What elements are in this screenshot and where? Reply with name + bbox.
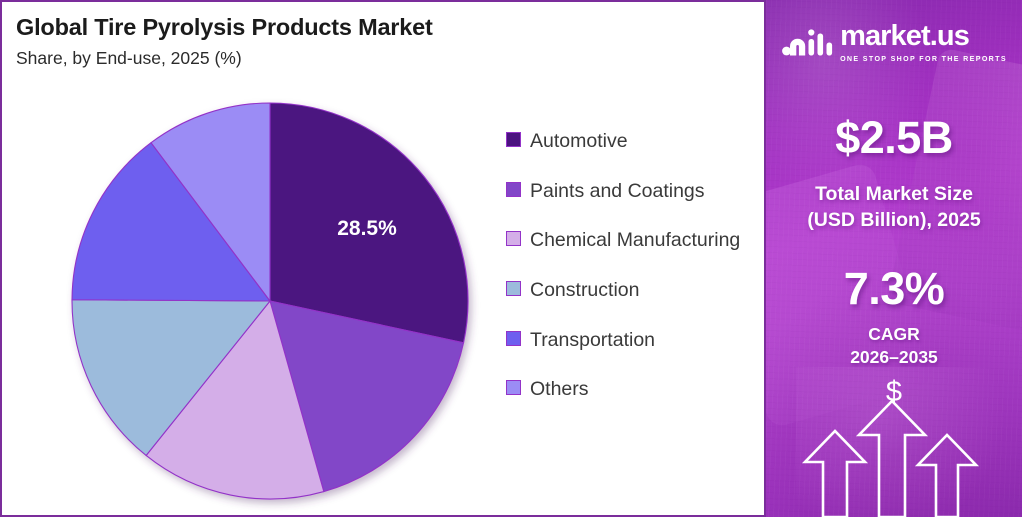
market-size-caption-line1: Total Market Size <box>815 183 973 205</box>
brand-logo-text: market.us ONE STOP SHOP FOR THE REPORTS <box>840 20 1007 64</box>
legend-item-label: Paints and Coatings <box>530 179 705 202</box>
cagr-period: 2026–2035 <box>850 346 938 367</box>
market-size-value: $2.5B <box>835 112 953 163</box>
market-size-caption-line2: (USD Billion), 2025 <box>807 208 981 231</box>
legend-item-label: Transportation <box>530 328 656 351</box>
growth-arrow-center <box>855 399 929 517</box>
brand-logo: market.us ONE STOP SHOP FOR THE REPORTS <box>766 22 1022 63</box>
dollar-symbol: $ <box>885 376 903 408</box>
growth-arrow-right <box>914 433 980 517</box>
pie-slice[interactable] <box>269 300 465 493</box>
legend-item-label: Chemical Manufacturing <box>530 229 741 252</box>
slice-label-automotive: 28.5% <box>337 217 397 240</box>
pie-slice[interactable] <box>145 299 325 500</box>
growth-arrows-icon <box>801 399 980 517</box>
legend-swatch-icon <box>506 181 521 197</box>
page-title: Global Tire Pyrolysis Products Market <box>16 14 433 40</box>
legend-item-label: Construction <box>530 279 640 302</box>
cagr-caption: CAGR 2026–2035 <box>766 323 1022 369</box>
growth-arrow-left <box>801 429 869 517</box>
panel-texture-overlay <box>766 0 1022 517</box>
panel-decor-shape-c <box>796 367 1006 517</box>
legend-item-label: Others <box>530 378 589 401</box>
legend-item[interactable]: Construction <box>506 277 756 305</box>
chart-subtitle: Share, by End-use, 2025 (%) <box>16 48 242 68</box>
pie-slice[interactable] <box>269 102 469 344</box>
panel-photo-tint <box>766 0 1022 517</box>
market-us-logo-icon <box>782 28 833 55</box>
legend-item[interactable]: Chemical Manufacturing <box>506 227 756 255</box>
pie-slice-group <box>71 102 469 500</box>
legend-item[interactable]: Transportation <box>506 327 756 355</box>
legend-item[interactable]: Others <box>506 376 756 404</box>
brand-stats-content: market.us ONE STOP SHOP FOR THE REPORTS … <box>766 0 1022 517</box>
cagr-label: CAGR <box>868 324 920 344</box>
legend-swatch-icon <box>506 132 521 147</box>
brand-tagline: ONE STOP SHOP FOR THE REPORTS <box>840 55 1007 63</box>
pie-slice[interactable] <box>150 102 271 303</box>
legend-swatch-icon <box>506 231 521 247</box>
chart-panel: Global Tire Pyrolysis Products Market Sh… <box>0 0 766 517</box>
pie-chart: 28.5% <box>2 2 502 515</box>
legend-item[interactable]: Automotive <box>506 128 756 156</box>
brand-name: market.us <box>840 20 970 52</box>
pie-chart-svg: 28.5% <box>71 102 469 500</box>
legend-swatch-icon <box>506 281 521 297</box>
legend-item[interactable]: Paints and Coatings <box>506 178 756 206</box>
legend-swatch-icon <box>506 330 521 346</box>
title-block: Global Tire Pyrolysis Products Market Sh… <box>16 14 433 69</box>
legend-item-label: Automotive <box>530 130 628 152</box>
market-size-caption: Total Market Size (USD Billion), 2025 <box>766 182 1022 233</box>
chart-legend: Automotive Paints and Coatings Chemical Ma… <box>506 128 756 426</box>
pie-slice[interactable] <box>71 141 272 302</box>
brand-stats-panel: market.us ONE STOP SHOP FOR THE REPORTS … <box>766 0 1022 517</box>
pie-slice[interactable] <box>71 299 272 457</box>
legend-swatch-icon <box>506 380 521 396</box>
cagr-value: 7.3% <box>843 263 945 314</box>
